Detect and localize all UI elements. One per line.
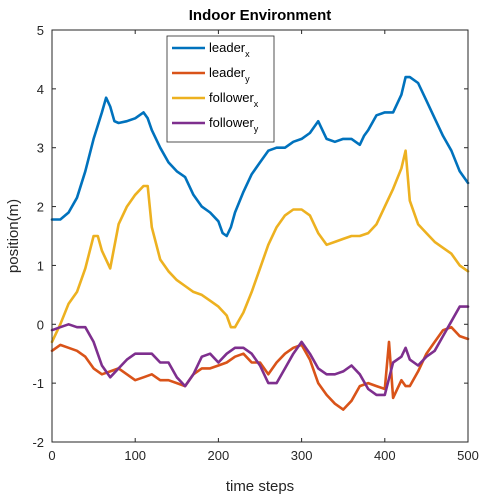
legend-label-follower-y: followery <box>209 115 259 134</box>
x-tick-label: 100 <box>124 448 146 463</box>
series-layer <box>50 75 470 411</box>
x-tick-label: 200 <box>208 448 230 463</box>
axes-box <box>51 29 469 443</box>
y-tick-label: 5 <box>37 23 44 38</box>
x-tick-label: 500 <box>457 448 479 463</box>
series-line-follower-x <box>50 149 470 344</box>
x-tick-label: 400 <box>374 448 396 463</box>
legend-label-leader-y: leadery <box>209 65 250 84</box>
series-line-leader-y <box>50 325 470 411</box>
y-tick-label: 3 <box>37 141 44 156</box>
legend-label-follower-x: followerx <box>209 90 259 109</box>
series-line-leader-x <box>50 75 470 238</box>
y-tick-label: 2 <box>37 200 44 215</box>
x-tick-label: 300 <box>291 448 313 463</box>
legend: leaderx leadery followerx followery <box>166 35 275 143</box>
y-tick-label: 1 <box>37 258 44 273</box>
legend-items: leaderx leadery followerx followery <box>172 40 259 134</box>
y-tick-label: -1 <box>32 376 44 391</box>
x-axis-label: time steps <box>226 478 294 495</box>
legend-box <box>166 35 275 143</box>
y-tick-label: 0 <box>37 317 44 332</box>
y-tick-label: 4 <box>37 82 44 97</box>
chart-title: Indoor Environment <box>189 7 332 24</box>
y-tick-label: -2 <box>32 435 44 450</box>
legend-label-leader-x: leaderx <box>209 40 250 59</box>
x-tick-label: 0 <box>48 448 55 463</box>
series-line-follower-y <box>50 305 470 397</box>
ticks-layer: 0 100 200 300 400 500 -2 -1 0 1 2 3 4 5 <box>32 23 478 463</box>
y-axis-label: position(m) <box>5 199 22 273</box>
